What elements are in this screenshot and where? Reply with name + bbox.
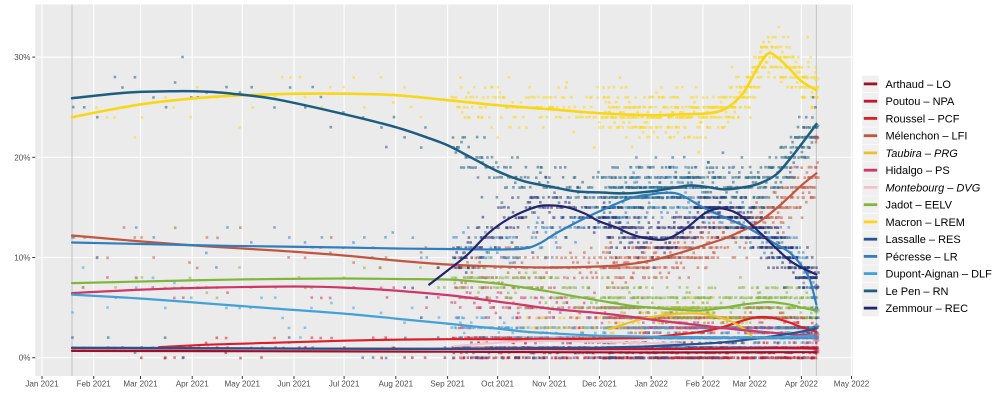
svg-text:Zemmour – REC: Zemmour – REC <box>886 303 969 315</box>
svg-text:10%: 10% <box>14 254 30 263</box>
svg-text:Hidalgo – PS: Hidalgo – PS <box>886 165 950 177</box>
svg-text:Le Pen – RN: Le Pen – RN <box>886 286 949 298</box>
svg-text:Apr 2022: Apr 2022 <box>785 380 818 389</box>
svg-text:Oct 2021: Oct 2021 <box>481 380 514 389</box>
svg-text:Jun 2021: Jun 2021 <box>277 380 311 389</box>
svg-text:Sep 2021: Sep 2021 <box>430 380 465 389</box>
svg-text:Jan 2022: Jan 2022 <box>635 380 669 389</box>
svg-text:Macron – LREM: Macron – LREM <box>886 217 965 229</box>
svg-text:Lassalle – RES: Lassalle – RES <box>886 234 961 246</box>
svg-text:Nov 2021: Nov 2021 <box>532 380 567 389</box>
svg-text:May 2022: May 2022 <box>834 380 870 389</box>
svg-text:Dupont-Aignan – DLF: Dupont-Aignan – DLF <box>886 269 993 281</box>
svg-text:Apr 2021: Apr 2021 <box>176 380 209 389</box>
svg-text:20%: 20% <box>14 153 30 162</box>
svg-text:May 2021: May 2021 <box>225 380 261 389</box>
svg-text:Poutou – NPA: Poutou – NPA <box>886 96 956 108</box>
svg-text:Montebourg – DVG: Montebourg – DVG <box>886 182 981 194</box>
svg-text:Feb 2022: Feb 2022 <box>686 380 721 389</box>
svg-text:Jadot – EELV: Jadot – EELV <box>886 200 953 212</box>
svg-text:Pécresse – LR: Pécresse – LR <box>886 251 958 263</box>
svg-text:30%: 30% <box>14 53 30 62</box>
svg-text:Mar 2022: Mar 2022 <box>733 380 768 389</box>
svg-text:Arthaud – LO: Arthaud – LO <box>886 79 952 91</box>
svg-text:Roussel – PCF: Roussel – PCF <box>886 113 960 125</box>
svg-text:Mar 2021: Mar 2021 <box>123 380 158 389</box>
svg-text:Mélenchon – LFI: Mélenchon – LFI <box>886 131 968 143</box>
svg-text:Jul 2021: Jul 2021 <box>329 380 360 389</box>
svg-text:Aug 2021: Aug 2021 <box>378 380 413 389</box>
svg-text:0%: 0% <box>19 354 31 363</box>
svg-text:Feb 2021: Feb 2021 <box>77 380 112 389</box>
svg-text:Dec 2021: Dec 2021 <box>582 380 617 389</box>
svg-text:Taubira – PRG: Taubira – PRG <box>886 148 959 160</box>
svg-text:Jan 2021: Jan 2021 <box>25 380 59 389</box>
